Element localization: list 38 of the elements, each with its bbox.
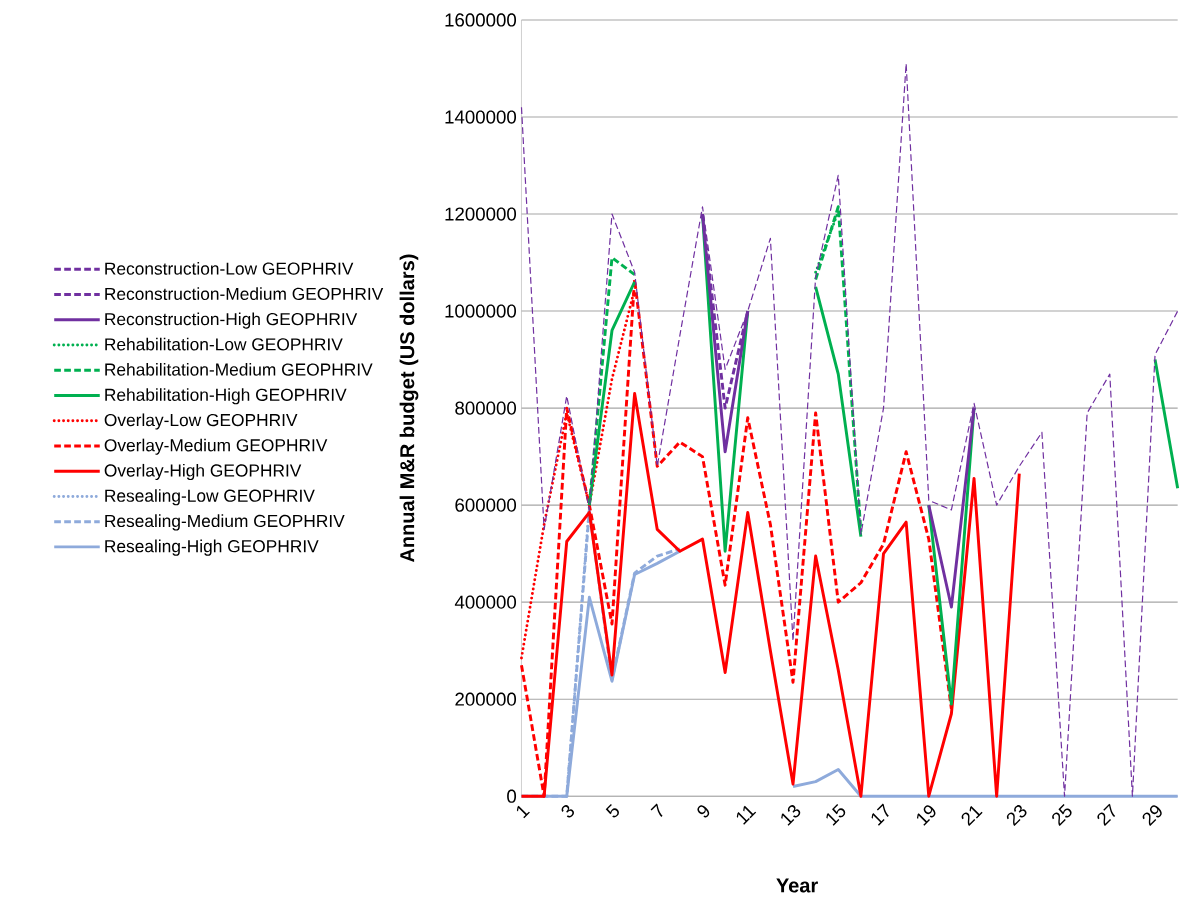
x-axis-title: Year <box>776 878 818 893</box>
y-tick-label: 400000 <box>454 595 517 609</box>
y-tick-label: 0 <box>507 789 517 804</box>
legend-label: Reconstruction-High GEOPHRIV <box>105 312 358 329</box>
legend-label: Resealing-Low GEOPHRIV <box>105 489 315 506</box>
legend-label: Overlay-High GEOPHRIV <box>104 464 302 481</box>
x-tick-label: 1 <box>516 805 530 819</box>
x-tick-label: 19 <box>916 805 936 826</box>
y-tick-label: 1600000 <box>445 13 517 27</box>
x-tick-label: 11 <box>736 805 757 825</box>
x-tick-label: 3 <box>561 805 575 818</box>
x-tick-label: 21 <box>961 806 983 827</box>
x-tick-label: 5 <box>605 804 619 818</box>
legend-label: Overlay-Low GEOPHRIV <box>104 413 298 430</box>
x-tick-label: 7 <box>650 803 663 818</box>
y-axis-title: Annual M&R budget (US dollars) <box>399 254 419 563</box>
x-tick-label: 25 <box>1052 804 1072 827</box>
y-tick-label: 1200000 <box>445 207 517 221</box>
y-tick-label: 200000 <box>455 692 517 707</box>
x-tick-label: 17 <box>871 803 889 826</box>
y-tick-label: 1400000 <box>445 110 517 124</box>
x-tick-label: 27 <box>1097 803 1116 827</box>
y-tick-label: 600000 <box>455 498 517 512</box>
legend-label: Resealing-High GEOPHRIV <box>105 539 319 556</box>
y-tick-label: 1000000 <box>445 304 517 318</box>
x-tick-label: 15 <box>826 804 846 826</box>
x-tick-label: 13 <box>781 805 801 826</box>
x-tick-label: 23 <box>1006 805 1027 827</box>
legend-label: Reconstruction-Medium GEOPHRIV <box>105 287 384 301</box>
legend-label: Rehabilitation-Medium GEOPHRIV <box>105 363 373 376</box>
y-tick-label: 800000 <box>455 401 517 415</box>
x-tick-label: 29 <box>1142 805 1162 827</box>
x-tick-label: 9 <box>697 805 710 818</box>
legend-label: Resealing-Medium GEOPHRIV <box>105 514 345 531</box>
legend-label: Reconstruction-Low GEOPHRIV <box>105 262 354 275</box>
legend-label: Overlay-Medium GEOPHRIV <box>104 438 328 456</box>
legend-label: Rehabilitation-High GEOPHRIV <box>105 388 347 405</box>
legend-label: Rehabilitation-Low GEOPHRIV <box>105 337 343 351</box>
